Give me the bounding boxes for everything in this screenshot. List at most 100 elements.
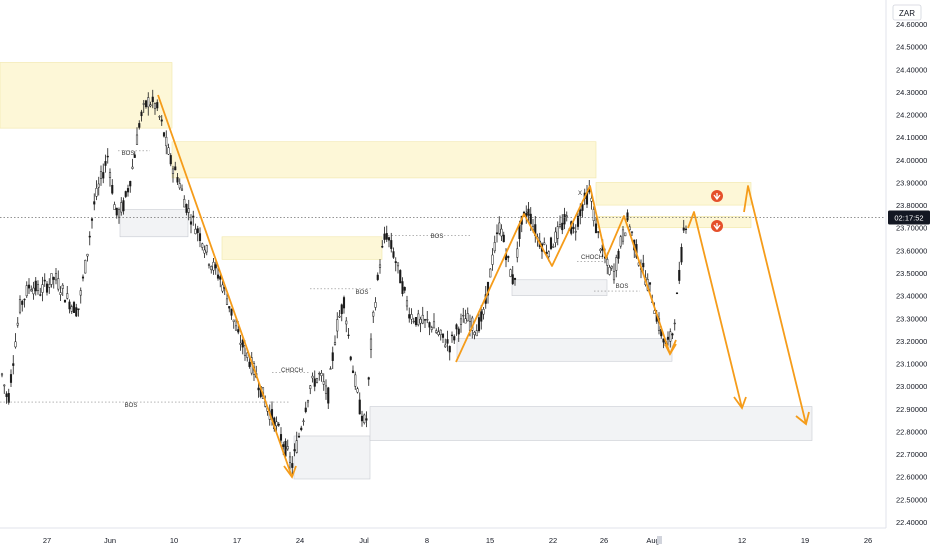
- candle-body: [673, 322, 676, 325]
- candle-body: [95, 188, 98, 197]
- candle-body: [450, 334, 454, 337]
- bearish-marker-2[interactable]: [711, 220, 723, 232]
- candle: [385, 225, 388, 243]
- candle-body: [358, 399, 361, 415]
- annotation-label: BOS: [356, 290, 369, 296]
- candle-body: [57, 278, 60, 290]
- candle: [390, 232, 393, 253]
- candle-body: [502, 234, 505, 243]
- candle: [351, 365, 355, 374]
- candle-body: [54, 273, 58, 281]
- candle: [612, 263, 616, 284]
- candle-body: [315, 378, 319, 383]
- candle: [673, 319, 676, 331]
- x-tick-label: Jun: [104, 536, 116, 545]
- candle: [295, 431, 298, 454]
- candle: [374, 297, 377, 311]
- candle-body: [41, 284, 44, 293]
- candle-body: [381, 246, 384, 248]
- x-tick-label: 19: [801, 536, 809, 545]
- candle-body: [572, 226, 575, 230]
- candle-body: [351, 370, 355, 374]
- candle: [556, 221, 559, 246]
- candle-body: [648, 282, 652, 285]
- candle: [678, 261, 681, 285]
- candle-body: [295, 440, 298, 453]
- candle-body: [304, 407, 307, 412]
- candle-body: [144, 100, 148, 108]
- candle: [666, 331, 670, 346]
- candle: [115, 207, 118, 219]
- candle-body: [198, 233, 202, 241]
- candle: [16, 317, 19, 328]
- candle-body: [167, 147, 170, 155]
- candle: [54, 268, 58, 285]
- candle-body: [671, 333, 674, 336]
- candle: [680, 243, 683, 265]
- candle: [50, 273, 53, 288]
- y-tick-label: 22.50000: [896, 495, 927, 504]
- y-tick-label: 22.40000: [896, 518, 927, 527]
- candle-body: [293, 449, 296, 452]
- candle: [133, 151, 136, 158]
- candle: [302, 418, 305, 426]
- x-tick-label: Aug: [646, 536, 659, 545]
- candle-body: [221, 284, 224, 292]
- candle-body: [356, 388, 359, 393]
- candle: [356, 386, 359, 394]
- candle-body: [99, 171, 103, 179]
- candle: [585, 184, 589, 208]
- arrowhead-1: [283, 465, 297, 479]
- candle-body: [410, 314, 413, 320]
- candle: [122, 197, 125, 215]
- candle-body: [30, 289, 33, 292]
- current-price-badge: 02:17:52: [888, 210, 930, 225]
- currency-badge[interactable]: ZAR: [892, 4, 922, 21]
- candle: [509, 268, 512, 278]
- candle: [318, 371, 321, 381]
- candle-body: [135, 134, 139, 145]
- candle: [21, 299, 24, 312]
- candle: [59, 286, 62, 301]
- candle-body: [196, 228, 199, 233]
- y-tick-label: 23.60000: [896, 246, 927, 255]
- candle-body: [642, 262, 645, 268]
- candle: [39, 287, 42, 297]
- candle-body: [477, 317, 481, 332]
- x-tick-label: Jul: [359, 536, 369, 545]
- supply-zone-3: [595, 182, 752, 206]
- candle-body: [565, 215, 568, 218]
- candle: [90, 217, 94, 229]
- candle: [414, 317, 418, 327]
- candle: [75, 303, 78, 318]
- candle-body: [491, 254, 494, 265]
- candle-body: [309, 385, 312, 389]
- candle-body: [39, 294, 42, 296]
- candle: [489, 268, 492, 278]
- y-tick-label: 23.90000: [896, 178, 927, 187]
- candle-body: [291, 463, 294, 468]
- candle: [7, 388, 10, 405]
- candle: [183, 195, 186, 208]
- candle-body: [70, 306, 73, 312]
- candle-body: [615, 257, 618, 271]
- candle-body: [183, 199, 186, 208]
- candle: [403, 286, 406, 294]
- candle: [248, 357, 251, 369]
- candle: [423, 318, 427, 329]
- candle: [25, 281, 28, 298]
- candle-body: [322, 381, 325, 385]
- candle: [675, 292, 679, 295]
- bearish-marker-1[interactable]: [711, 190, 723, 202]
- candle-body: [48, 284, 51, 288]
- annotation-label: BOS: [125, 403, 138, 409]
- candle-body: [45, 283, 49, 293]
- candle: [140, 109, 143, 122]
- candle: [534, 216, 537, 243]
- candle-body: [79, 290, 82, 296]
- candle-body: [414, 317, 418, 326]
- currency-badge-box[interactable]: [892, 4, 922, 21]
- candle-body: [464, 318, 467, 324]
